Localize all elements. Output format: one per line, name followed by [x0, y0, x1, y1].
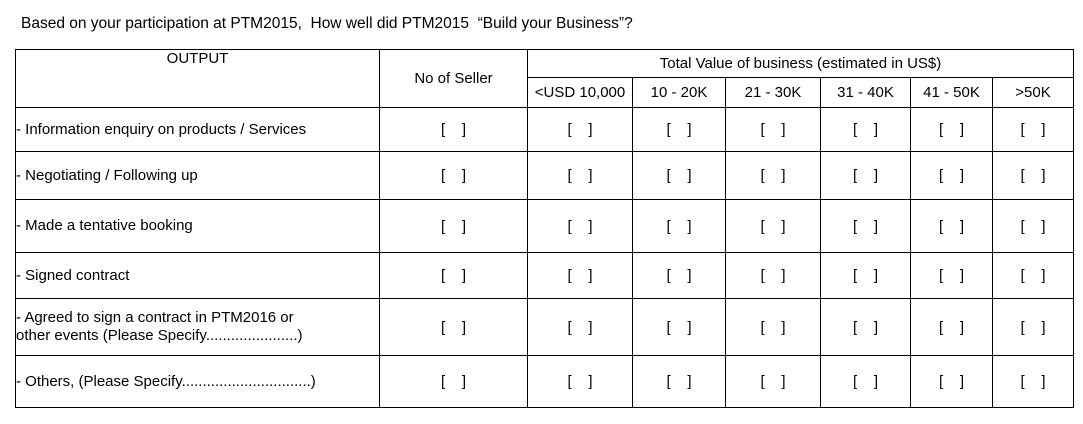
value-checkbox[interactable]: [ ]: [666, 267, 692, 284]
value-checkbox[interactable]: [ ]: [760, 217, 786, 235]
row-label: - Negotiating / Following up: [15, 151, 380, 200]
table-row: - Signed contract [ ] [ ] [ ] [ ] [ ] [ ] [ ]: [15, 252, 1074, 299]
value-checkbox[interactable]: [ ]: [760, 267, 786, 284]
value-checkbox[interactable]: [ ]: [666, 318, 692, 336]
seller-header: No of Seller: [379, 49, 528, 108]
value-checkbox[interactable]: [ ]: [852, 121, 878, 138]
range-header-2: 21 - 30K: [725, 77, 821, 108]
value-checkbox[interactable]: [ ]: [760, 373, 786, 390]
value-checkbox[interactable]: [ ]: [938, 267, 964, 284]
table-row: - Agreed to sign a contract in PTM2016 o…: [15, 298, 1074, 356]
value-checkbox[interactable]: [ ]: [666, 217, 692, 235]
value-checkbox[interactable]: [ ]: [666, 121, 692, 138]
value-checkbox[interactable]: [ ]: [852, 318, 878, 336]
value-checkbox[interactable]: [ ]: [1020, 217, 1046, 235]
question-title: Based on your participation at PTM2015, …: [21, 15, 633, 32]
value-checkbox[interactable]: [ ]: [938, 373, 964, 390]
seller-checkbox[interactable]: [ ]: [440, 318, 466, 336]
value-checkbox[interactable]: [ ]: [852, 267, 878, 284]
range-header-4: 41 - 50K: [910, 77, 993, 108]
range-header-0: <USD 10,000: [527, 77, 633, 108]
value-checkbox[interactable]: [ ]: [938, 121, 964, 138]
row-label: - Information enquiry on products / Serv…: [15, 107, 380, 152]
value-checkbox[interactable]: [ ]: [1020, 121, 1046, 138]
value-checkbox[interactable]: [ ]: [567, 121, 593, 138]
value-checkbox[interactable]: [ ]: [1020, 318, 1046, 336]
total-value-header: Total Value of business (estimated in US…: [527, 49, 1074, 78]
value-checkbox[interactable]: [ ]: [938, 318, 964, 336]
value-checkbox[interactable]: [ ]: [1020, 373, 1046, 390]
range-header-1: 10 - 20K: [632, 77, 726, 108]
value-checkbox[interactable]: [ ]: [760, 318, 786, 336]
value-checkbox[interactable]: [ ]: [567, 167, 593, 184]
seller-checkbox[interactable]: [ ]: [440, 121, 466, 138]
row-label: - Others, (Please Specify...............…: [15, 355, 380, 408]
table-row: - Others, (Please Specify...............…: [15, 355, 1074, 408]
value-checkbox[interactable]: [ ]: [666, 167, 692, 184]
survey-table: OUTPUT No of Seller Total Value of busin…: [15, 49, 1074, 408]
seller-checkbox[interactable]: [ ]: [440, 217, 466, 235]
value-checkbox[interactable]: [ ]: [567, 267, 593, 284]
value-checkbox[interactable]: [ ]: [567, 373, 593, 390]
row-label: - Signed contract: [15, 252, 380, 299]
output-header: OUTPUT: [15, 49, 380, 108]
seller-checkbox[interactable]: [ ]: [440, 373, 466, 390]
seller-checkbox[interactable]: [ ]: [440, 167, 466, 184]
value-checkbox[interactable]: [ ]: [852, 167, 878, 184]
value-checkbox[interactable]: [ ]: [567, 318, 593, 336]
value-checkbox[interactable]: [ ]: [852, 373, 878, 390]
value-checkbox[interactable]: [ ]: [1020, 267, 1046, 284]
table-row: - Negotiating / Following up [ ] [ ] [ ] [ ]…: [15, 151, 1074, 200]
value-checkbox[interactable]: [ ]: [666, 373, 692, 390]
value-checkbox[interactable]: [ ]: [852, 217, 878, 235]
value-checkbox[interactable]: [ ]: [567, 217, 593, 235]
value-checkbox[interactable]: [ ]: [760, 121, 786, 138]
range-header-3: 31 - 40K: [820, 77, 911, 108]
value-checkbox[interactable]: [ ]: [938, 217, 964, 235]
value-checkbox[interactable]: [ ]: [1020, 167, 1046, 184]
value-checkbox[interactable]: [ ]: [760, 167, 786, 184]
value-checkbox[interactable]: [ ]: [938, 167, 964, 184]
range-header-5: >50K: [992, 77, 1074, 108]
row-label: - Agreed to sign a contract in PTM2016 o…: [15, 298, 380, 356]
table-row: - Made a tentative booking [ ] [ ] [ ] [ ] [ …: [15, 199, 1074, 253]
table-row: - Information enquiry on products / Serv…: [15, 107, 1074, 152]
row-label: - Made a tentative booking: [15, 199, 380, 253]
seller-checkbox[interactable]: [ ]: [440, 267, 466, 284]
